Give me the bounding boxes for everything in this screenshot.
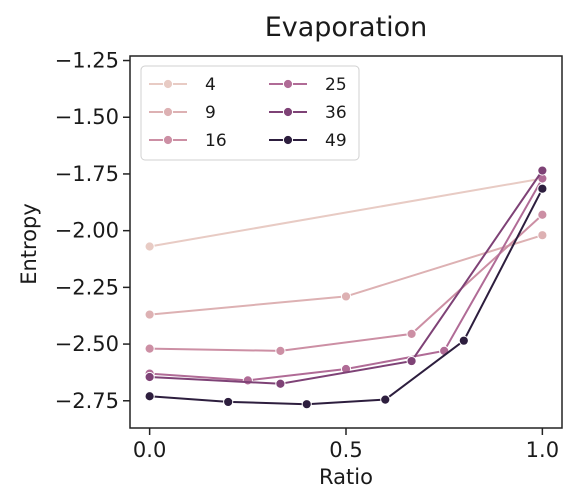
series-49 bbox=[144, 183, 548, 410]
x-axis-label: Ratio bbox=[319, 465, 373, 489]
series-4 bbox=[144, 173, 548, 252]
data-point bbox=[537, 183, 548, 194]
legend-item: 36 bbox=[269, 103, 347, 123]
legend-box bbox=[140, 65, 360, 161]
y-tick-label: −2.50 bbox=[55, 332, 119, 356]
series-25 bbox=[144, 173, 548, 386]
y-tick-label: −2.00 bbox=[55, 219, 119, 243]
x-tick-label: 0.5 bbox=[329, 438, 362, 462]
y-tick-label: −1.50 bbox=[55, 105, 119, 129]
legend-swatch-marker bbox=[162, 106, 174, 118]
legend-item: 4 bbox=[149, 75, 216, 95]
y-tick-label: −1.75 bbox=[55, 162, 119, 186]
data-point bbox=[144, 343, 155, 354]
series-line bbox=[149, 169, 544, 385]
data-point bbox=[406, 328, 417, 339]
legend-item: 49 bbox=[269, 131, 347, 151]
data-point bbox=[223, 396, 234, 408]
data-point bbox=[275, 345, 286, 356]
legend-item: 16 bbox=[149, 131, 227, 151]
data-point bbox=[144, 371, 155, 383]
data-point bbox=[380, 394, 391, 405]
x-axis: 0.0 0.5 1.0 bbox=[133, 428, 559, 462]
chart-title: Evaporation bbox=[265, 12, 428, 43]
legend-label: 25 bbox=[325, 75, 347, 95]
data-point bbox=[144, 309, 155, 320]
x-tick-label: 1.0 bbox=[526, 438, 559, 462]
data-point bbox=[537, 230, 548, 241]
series-line bbox=[149, 177, 543, 248]
y-tick-label: −2.75 bbox=[55, 389, 119, 413]
x-tick-label: 0.0 bbox=[133, 438, 166, 462]
data-point bbox=[144, 391, 155, 402]
data-point bbox=[340, 291, 352, 302]
series-16 bbox=[144, 209, 548, 356]
y-axis-label: Entropy bbox=[17, 203, 41, 285]
series-9 bbox=[144, 230, 548, 320]
legend-swatch-marker bbox=[282, 134, 294, 146]
legend-swatch-marker bbox=[162, 78, 174, 90]
data-point bbox=[242, 375, 253, 386]
y-tick-label: −2.25 bbox=[55, 275, 119, 299]
series-layer bbox=[144, 165, 548, 410]
legend-swatch-marker bbox=[282, 106, 294, 118]
legend-item: 25 bbox=[269, 75, 347, 95]
legend-label: 9 bbox=[205, 103, 216, 123]
legend-swatch-marker bbox=[282, 78, 294, 90]
data-point bbox=[537, 209, 548, 220]
data-point bbox=[275, 378, 286, 389]
series-36 bbox=[144, 165, 548, 389]
legend-label: 36 bbox=[325, 103, 347, 123]
legend-item: 9 bbox=[149, 103, 216, 123]
data-point bbox=[537, 165, 548, 176]
legend-swatch-marker bbox=[162, 134, 174, 146]
data-point bbox=[144, 241, 155, 252]
series-line bbox=[149, 188, 544, 406]
legend-label: 16 bbox=[205, 131, 227, 151]
series-line bbox=[149, 214, 544, 352]
legend-label: 49 bbox=[325, 131, 347, 151]
data-point bbox=[301, 399, 312, 410]
y-tick-label: −1.25 bbox=[55, 49, 119, 73]
legend-label: 4 bbox=[205, 75, 216, 95]
y-axis: −1.25 −1.50 −1.75 −2.00 −2.25 −2.50 −2.75 bbox=[55, 49, 130, 413]
data-point bbox=[406, 355, 417, 367]
data-point bbox=[458, 335, 469, 346]
